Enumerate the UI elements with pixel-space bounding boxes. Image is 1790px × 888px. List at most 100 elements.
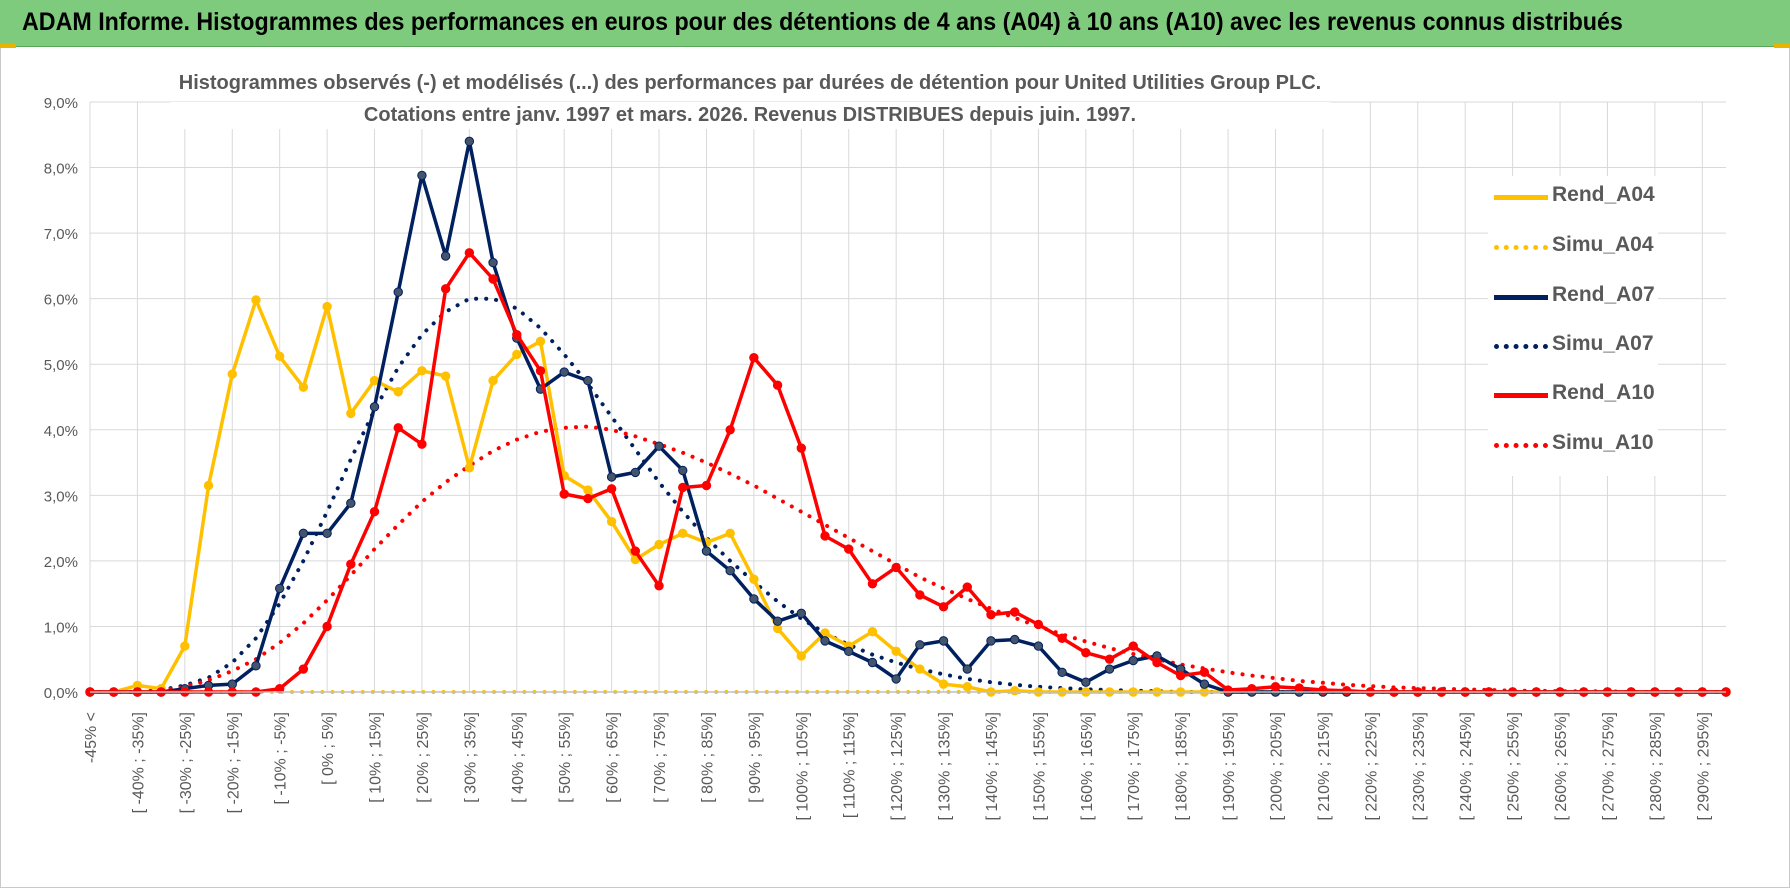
data-point-rend-a04: [725, 528, 735, 539]
data-point-rend-a10: [298, 664, 309, 674]
y-tick-label: 3,0%: [44, 488, 78, 505]
data-point-rend-a10: [1009, 607, 1020, 617]
data-point-rend-a07: [630, 467, 641, 478]
x-tick-label: [ 100% ; 105%]: [794, 712, 811, 821]
x-tick-label: [ -20% ; -15%]: [225, 712, 242, 813]
report-title: ADAM Informe. Histogrammes des performan…: [22, 8, 1623, 36]
x-tick-label: [ 80% ; 85%]: [699, 712, 716, 803]
x-tick-label: [ 180% ; 185%]: [1174, 712, 1191, 821]
data-point-rend-a04: [535, 336, 546, 346]
data-point-rend-a10: [1294, 683, 1304, 693]
data-point-rend-a10: [1175, 670, 1186, 681]
x-tick-label: [ 130% ; 135%]: [937, 712, 954, 821]
data-point-rend-a07: [559, 367, 569, 377]
data-point-rend-a04: [962, 682, 972, 692]
data-point-rend-a07: [464, 136, 475, 147]
x-tick-label: [ 30% ; 35%]: [462, 712, 479, 803]
x-tick-label: [ 200% ; 205%]: [1269, 712, 1286, 821]
data-point-rend-a04: [346, 408, 356, 419]
data-point-rend-a07: [725, 566, 735, 576]
x-tick-label: [ -10% ; -5%]: [273, 712, 290, 804]
y-tick-label: 7,0%: [44, 226, 78, 243]
data-point-rend-a10: [1318, 685, 1328, 695]
data-point-rend-a07: [1057, 667, 1067, 678]
data-point-rend-a04: [393, 387, 403, 397]
data-point-rend-a10: [417, 439, 427, 449]
data-point-rend-a10: [1128, 641, 1138, 651]
data-point-rend-a10: [796, 443, 807, 453]
x-tick-label: [ 60% ; 65%]: [605, 712, 622, 803]
data-point-rend-a10: [986, 609, 996, 620]
x-tick-label: [ 270% ; 275%]: [1600, 712, 1617, 821]
chart-subtitle: Cotations entre janv. 1997 et mars. 2026…: [170, 102, 1330, 129]
series-line-rend-a04: [90, 298, 1726, 694]
data-point-rend-a04: [796, 651, 807, 661]
data-point-rend-a04: [606, 516, 617, 527]
data-point-rend-a10: [369, 507, 380, 517]
data-point-rend-a04: [654, 539, 664, 550]
data-point-rend-a04: [938, 679, 949, 689]
data-point-rend-a04: [915, 664, 925, 674]
data-point-rend-a07: [227, 679, 237, 689]
series-line-simu-a10: [88, 424, 1728, 694]
data-point-rend-a10: [701, 480, 712, 491]
data-point-rend-a07: [1104, 664, 1115, 674]
data-point-rend-a07: [772, 616, 783, 626]
data-point-rend-a10: [678, 482, 688, 493]
data-point-rend-a10: [606, 484, 617, 494]
data-point-rend-a04: [1009, 685, 1020, 696]
x-tick-label: [ 210% ; 215%]: [1316, 712, 1333, 821]
x-tick-label: [ -30% ; -25%]: [178, 712, 195, 813]
x-tick-label: [ 230% ; 235%]: [1411, 712, 1428, 821]
x-tick-label: [ 150% ; 155%]: [1031, 712, 1048, 821]
data-point-rend-a07: [251, 661, 261, 671]
legend-swatch-rend-a10: [1494, 393, 1548, 398]
data-point-rend-a10: [488, 274, 498, 284]
data-point-rend-a10: [1104, 654, 1115, 664]
x-tick-label: [ 170% ; 175%]: [1126, 712, 1143, 821]
legend-swatch-simu-a07: [1494, 344, 1548, 349]
data-point-rend-a04: [251, 295, 261, 305]
legend-item-rend-a07: Rend_A07: [1494, 280, 1655, 310]
x-tick-label: [ 110% ; 115%]: [842, 712, 859, 818]
data-point-rend-a04: [274, 351, 285, 362]
data-point-rend-a07: [322, 528, 332, 539]
x-tick-label: [ 190% ; 195%]: [1221, 712, 1238, 821]
data-point-rend-a04: [488, 375, 498, 386]
data-point-rend-a04: [891, 646, 901, 657]
x-tick-label: [ 40% ; 45%]: [510, 712, 527, 803]
legend-swatch-simu-a04: [1494, 245, 1548, 250]
y-tick-label: 9,0%: [44, 95, 78, 112]
y-tick-label: 8,0%: [44, 161, 78, 178]
data-point-rend-a10: [512, 330, 522, 340]
corner-accent-right: [1774, 44, 1790, 48]
x-tick-label: [ -40% ; -35%]: [130, 712, 147, 813]
x-tick-label: [ 220% ; 225%]: [1363, 712, 1380, 821]
data-point-rend-a10: [654, 581, 664, 591]
data-point-rend-a10: [535, 366, 546, 376]
data-point-rend-a07: [274, 583, 285, 594]
data-point-rend-a07: [962, 664, 972, 674]
data-point-rend-a07: [654, 441, 664, 451]
legend-label-rend-a04: Rend_A04: [1552, 183, 1655, 206]
y-tick-label: 0,0%: [44, 685, 78, 702]
y-tick-label: 5,0%: [44, 357, 78, 374]
legend-label-simu-a07: Simu_A07: [1552, 332, 1654, 355]
header-banner: ADAM Informe. Histogrammes des performan…: [0, 0, 1790, 47]
legend-label-rend-a07: Rend_A07: [1552, 283, 1655, 306]
data-point-rend-a04: [749, 574, 759, 584]
data-point-rend-a04: [203, 480, 214, 491]
x-tick-label: [ 70% ; 75%]: [652, 712, 669, 803]
y-tick-label: 2,0%: [44, 554, 78, 571]
data-point-rend-a04: [369, 375, 380, 386]
x-tick-label: [ 0% ; 5%]: [320, 712, 337, 785]
x-tick-label: [ 10% ; 15%]: [368, 712, 385, 803]
data-point-rend-a07: [1033, 641, 1044, 651]
data-point-rend-a10: [867, 579, 878, 589]
legend-item-simu-a04: Simu_A04: [1494, 230, 1654, 260]
x-tick-label: [ 240% ; 245%]: [1458, 712, 1475, 821]
x-tick-label: [ 120% ; 125%]: [889, 712, 906, 821]
data-point-rend-a10: [1341, 685, 1352, 696]
data-point-rend-a07: [440, 251, 451, 261]
data-point-rend-a10: [1247, 684, 1257, 694]
